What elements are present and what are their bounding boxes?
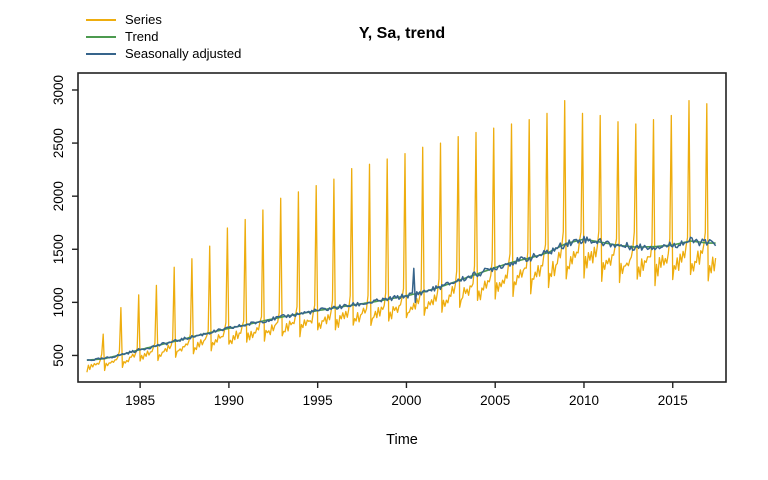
y-tick-label: 1000 (51, 287, 66, 317)
y-tick-label: 500 (51, 344, 66, 367)
x-tick-label: 2015 (658, 393, 688, 408)
legend-item: Seasonally adjusted (86, 45, 241, 62)
legend-item-label: Seasonally adjusted (125, 46, 242, 61)
x-tick-label: 1990 (214, 393, 244, 408)
x-tick-label: 1985 (125, 393, 155, 408)
legend-line-swatch (86, 18, 116, 21)
y-tick-label: 1500 (51, 234, 66, 264)
y-tick-label: 3000 (51, 75, 66, 105)
legend-line-swatch (86, 52, 116, 55)
x-tick-label: 2000 (391, 393, 421, 408)
x-tick-label: 1995 (303, 393, 333, 408)
legend-item: Series (86, 11, 241, 28)
x-tick-label: 2010 (569, 393, 599, 408)
legend-item-label: Series (125, 12, 162, 27)
x-tick-label: 2005 (480, 393, 510, 408)
series-line-seasonally-adjusted (86, 235, 717, 362)
legend-item: Trend (86, 28, 241, 45)
series-line-series (86, 99, 717, 373)
legend-line-swatch (86, 35, 116, 38)
legend: Series Trend Seasonally adjusted (86, 11, 241, 62)
plot-box (77, 72, 727, 383)
y-tick-label: 2500 (51, 128, 66, 158)
legend-item-label: Trend (125, 29, 159, 44)
x-axis-title: Time (386, 432, 418, 448)
chart-title: Y, Sa, trend (358, 25, 446, 42)
y-tick-label: 2000 (51, 181, 66, 211)
